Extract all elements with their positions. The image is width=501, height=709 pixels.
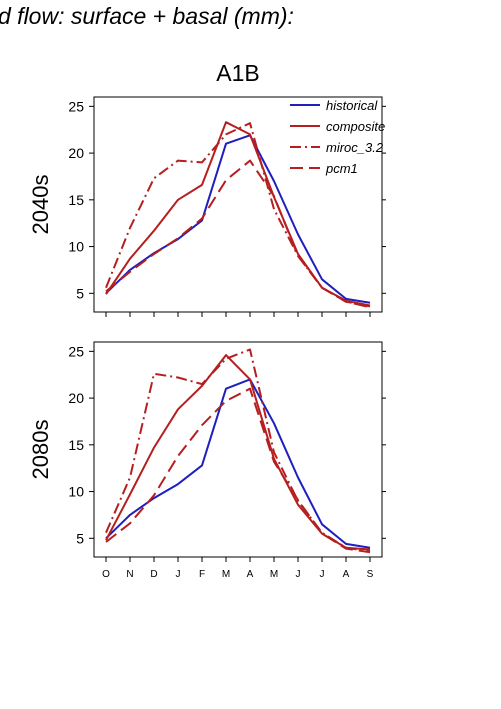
series-line-historical (105, 134, 371, 304)
y-tick-label: 5 (76, 285, 84, 301)
chart-panel-2040s: 5 10 15 20 25 2040s historical composite miroc_3… (28, 96, 386, 317)
chart-panel-2080s: 5 10 15 20 25 O N D J F M A M J J A S 2080s (28, 341, 386, 580)
y-tick-label: 20 (68, 390, 84, 406)
y-axis-label: 2080s (28, 420, 53, 480)
x-tick-label: S (367, 569, 374, 580)
series-line-pcm1 (105, 387, 371, 554)
x-tick-label: O (102, 569, 110, 580)
x-tick-label: A (247, 569, 254, 580)
panel-title: A1B (216, 60, 259, 86)
legend-label: miroc_3.2 (326, 140, 384, 155)
x-tick-label: J (176, 569, 181, 580)
y-tick-label: 25 (68, 98, 84, 114)
legend-label: historical (326, 98, 378, 113)
legend-label: pcm1 (325, 161, 358, 176)
x-tick-label: N (126, 569, 133, 580)
x-tick-label: A (343, 569, 350, 580)
y-axis-label: 2040s (28, 175, 53, 235)
legend: historical composite miroc_3.2 pcm1 (290, 98, 385, 176)
y-tick-label: 10 (68, 239, 84, 255)
plot-frame (93, 96, 383, 313)
x-tick-label: J (296, 569, 301, 580)
x-tick-label: M (270, 569, 278, 580)
y-tick-label: 5 (76, 530, 84, 546)
x-tick-label: J (320, 569, 325, 580)
x-tick-label: D (150, 569, 157, 580)
y-tick-label: 10 (68, 484, 84, 500)
y-tick-label: 15 (68, 192, 84, 208)
legend-label: composite (326, 119, 385, 134)
header-text: d flow: surface + basal (mm): (0, 3, 294, 29)
y-tick-label: 25 (68, 343, 84, 359)
plot-frame (93, 341, 383, 558)
chart-panels: 5 10 15 20 25 2040s historical composite miroc_3… (28, 96, 386, 580)
x-tick-label: M (222, 569, 230, 580)
series-line-miroc_3.2 (105, 348, 371, 553)
y-tick-label: 20 (68, 145, 84, 161)
x-tick-label: F (199, 569, 205, 580)
y-tick-label: 15 (68, 437, 84, 453)
series-line-pcm1 (105, 159, 371, 309)
